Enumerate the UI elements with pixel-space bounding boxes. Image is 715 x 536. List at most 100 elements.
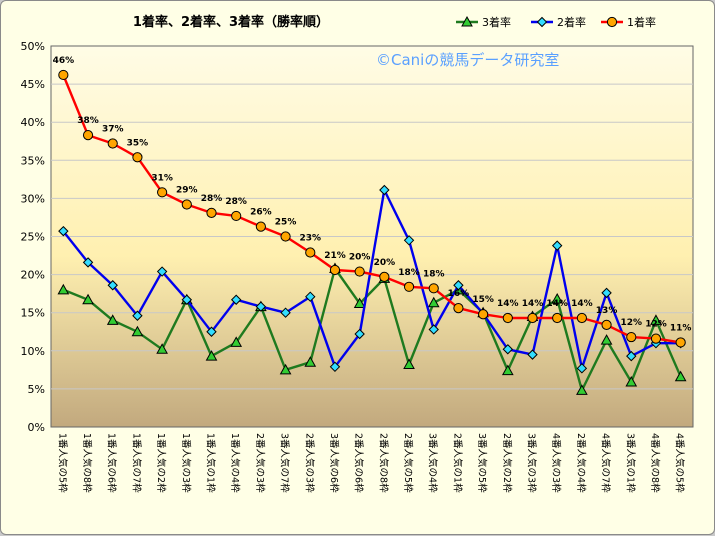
data-point bbox=[57, 283, 70, 295]
data-point bbox=[403, 358, 415, 370]
x-tick-label: 3番人気の4枠 bbox=[427, 433, 439, 493]
series-2 bbox=[58, 184, 686, 374]
data-point bbox=[527, 349, 538, 360]
series-layer bbox=[57, 69, 687, 395]
data-point bbox=[205, 350, 218, 361]
y-tick-label: 45% bbox=[21, 78, 45, 91]
data-point bbox=[181, 294, 193, 305]
y-tick-label: 40% bbox=[21, 116, 45, 129]
data-point bbox=[354, 328, 365, 340]
data-label: 21% bbox=[324, 251, 346, 261]
x-tick-label: 4番人気の8枠 bbox=[649, 433, 661, 493]
legend-marker bbox=[461, 15, 473, 27]
data-point bbox=[674, 370, 687, 382]
data-label: 12% bbox=[620, 318, 642, 328]
data-point bbox=[157, 187, 168, 198]
x-tick-label: 3番人気の1枠 bbox=[624, 433, 636, 493]
data-point bbox=[106, 314, 119, 325]
data-point bbox=[230, 336, 243, 347]
data-point bbox=[601, 287, 612, 299]
data-point bbox=[403, 281, 415, 292]
data-point bbox=[304, 356, 317, 367]
data-point bbox=[552, 312, 563, 324]
x-axis-tick-labels: 1番人気の5枠 1番人気の8枠 1番人気の6枠 1番人気の7枠 1番人気の2枠 1番人気の… bbox=[56, 433, 685, 493]
data-point bbox=[379, 271, 390, 282]
data-label: 18% bbox=[398, 268, 420, 278]
data-label: 37% bbox=[102, 125, 124, 135]
data-point bbox=[650, 314, 662, 325]
data-point bbox=[279, 363, 292, 375]
series-line bbox=[62, 267, 682, 392]
x-tick-label: 2番人気の3枠 bbox=[303, 433, 315, 493]
data-point bbox=[478, 309, 489, 320]
data-point bbox=[501, 364, 514, 376]
x-tick-label: 2番人気の5枠 bbox=[402, 433, 414, 493]
chart-title: 1着率、2着率、3着率（勝率順） bbox=[133, 14, 329, 30]
x-tick-label: 1番人気の3枠 bbox=[180, 433, 192, 493]
x-tick-label: 1番人気の4枠 bbox=[229, 433, 241, 493]
data-point bbox=[650, 333, 662, 344]
data-point bbox=[502, 312, 513, 324]
y-tick-label: 20% bbox=[21, 269, 45, 282]
data-point bbox=[675, 337, 686, 348]
data-point bbox=[453, 280, 464, 291]
x-tick-label: 2番人気の1枠 bbox=[451, 433, 463, 493]
data-point bbox=[132, 310, 143, 321]
data-point bbox=[305, 291, 316, 302]
data-point bbox=[428, 283, 439, 294]
x-tick-label: 3番人気の3枠 bbox=[526, 433, 538, 493]
data-label: 28% bbox=[201, 194, 223, 204]
data-label: 14% bbox=[497, 299, 519, 309]
y-tick-label: 10% bbox=[21, 345, 45, 358]
data-label: 16% bbox=[448, 289, 470, 299]
x-tick-label: 1番人気の5枠 bbox=[56, 433, 68, 493]
data-point bbox=[600, 334, 613, 345]
data-point bbox=[280, 231, 291, 242]
data-point bbox=[329, 264, 341, 276]
y-tick-label: 30% bbox=[21, 192, 45, 205]
legend-marker bbox=[536, 16, 548, 28]
data-point bbox=[305, 247, 316, 258]
data-label: 23% bbox=[299, 234, 321, 244]
data-point bbox=[280, 307, 291, 318]
legend-label: 1着率 bbox=[627, 15, 656, 29]
data-point bbox=[329, 361, 341, 373]
x-tick-label: 3番人気の6枠 bbox=[328, 433, 340, 493]
data-point bbox=[551, 292, 564, 304]
legend-label: 3着率 bbox=[482, 15, 511, 29]
data-label: 14% bbox=[546, 299, 568, 309]
data-point bbox=[82, 257, 94, 268]
x-tick-label: 2番人気の8枠 bbox=[377, 433, 389, 493]
y-tick-label: 5% bbox=[28, 383, 45, 396]
x-tick-label: 1番人気の2枠 bbox=[155, 433, 167, 493]
x-tick-label: 4番人気の5枠 bbox=[674, 433, 686, 493]
data-label: 28% bbox=[225, 197, 247, 207]
data-point bbox=[58, 69, 69, 81]
data-label: 35% bbox=[127, 138, 149, 148]
data-label: 13% bbox=[596, 306, 618, 316]
data-label: 12% bbox=[645, 320, 667, 330]
data-label: 20% bbox=[374, 258, 396, 268]
data-labels: 46%38%37%35%31%29%28% 28%26%25%23%21% 20%2… bbox=[53, 56, 692, 333]
data-label: 15% bbox=[472, 295, 494, 305]
data-point bbox=[354, 266, 365, 277]
y-axis-tick-labels: 0% 5% 10% 15% 20% 25% 30% 35% 40% 45% 50% bbox=[21, 40, 45, 434]
data-point bbox=[576, 312, 587, 324]
data-point bbox=[502, 344, 514, 355]
x-tick-label: 4番人気の7枠 bbox=[600, 433, 612, 493]
legend-marker bbox=[606, 16, 618, 28]
data-label: 18% bbox=[423, 269, 445, 279]
data-point bbox=[379, 184, 390, 196]
data-point bbox=[255, 301, 267, 312]
x-tick-label: 2番人気の6枠 bbox=[353, 433, 365, 493]
watermark: ©Caniの競馬データ研究室 bbox=[376, 51, 559, 69]
data-point bbox=[427, 296, 440, 308]
legend: 3着率 2着率 1着率 bbox=[456, 15, 656, 29]
y-tick-label: 25% bbox=[21, 231, 45, 244]
data-label: 29% bbox=[176, 185, 198, 195]
data-point bbox=[107, 138, 118, 149]
data-point bbox=[453, 303, 464, 314]
y-tick-label: 0% bbox=[28, 421, 45, 434]
data-point bbox=[230, 294, 242, 305]
data-label: 31% bbox=[151, 173, 173, 183]
